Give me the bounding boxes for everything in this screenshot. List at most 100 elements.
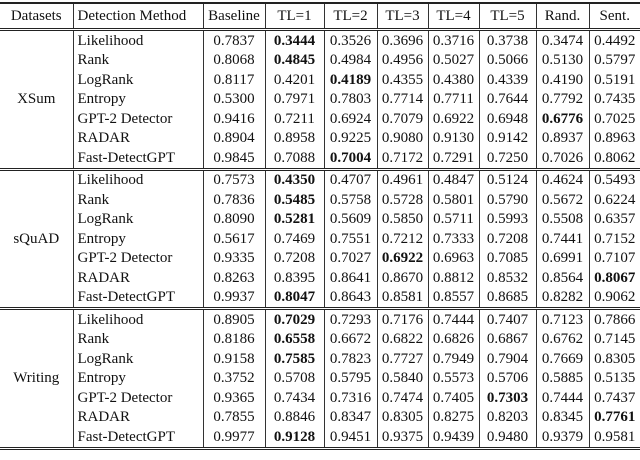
score-cell: 0.9439 — [427, 427, 479, 448]
score-cell: 0.5508 — [535, 209, 589, 229]
score-cell: 0.7123 — [535, 308, 589, 330]
method-name: GPT-2 Detector — [72, 388, 203, 408]
column-header: TL=4 — [427, 3, 479, 30]
method-name: GPT-2 Detector — [72, 109, 203, 129]
table-row: GPT-2 Detector 0.9365 0.7434 0.7316 0.7474 0.… — [0, 388, 640, 408]
score-cell: 0.5801 — [427, 190, 479, 210]
score-cell: 0.7088 — [264, 148, 324, 169]
score-cell: 0.6924 — [323, 109, 377, 129]
method-name: RADAR — [72, 268, 203, 288]
score-cell: 0.7971 — [264, 89, 324, 109]
score-cell: 0.9335 — [202, 248, 265, 268]
dataset-group: XSum Likelihood 0.7837 0.3444 0.3526 0.3696 0.… — [0, 29, 640, 169]
dataset-label: Writing — [13, 370, 60, 387]
score-cell: 0.8203 — [478, 407, 536, 427]
dataset-label: XSum — [17, 91, 56, 108]
score-cell: 0.9130 — [427, 128, 479, 148]
column-header: Detection Method — [72, 3, 203, 30]
score-cell: 0.6776 — [535, 109, 589, 129]
table-row: Rank 0.8186 0.6558 0.6672 0.6822 0.6826 0.6867… — [0, 329, 640, 349]
score-cell: 0.4339 — [478, 70, 536, 90]
score-cell: 0.5609 — [323, 209, 377, 229]
table-row: Rank 0.7836 0.5485 0.5758 0.5728 0.5801 0.5790… — [0, 190, 640, 210]
score-cell: 0.5885 — [535, 368, 589, 388]
method-name: LogRank — [72, 70, 203, 90]
method-name: Likelihood — [72, 29, 203, 51]
score-cell: 0.8305 — [588, 349, 640, 369]
column-header: Datasets — [10, 7, 62, 24]
table-row: Entropy 0.5300 0.7971 0.7803 0.7714 0.7711 0.7… — [0, 89, 640, 109]
score-cell: 0.7211 — [264, 109, 324, 129]
score-cell: 0.5993 — [478, 209, 536, 229]
score-cell: 0.5728 — [376, 190, 428, 210]
score-cell: 0.3696 — [376, 29, 428, 51]
score-cell: 0.8958 — [264, 128, 324, 148]
score-cell: 0.9128 — [264, 427, 324, 448]
score-cell: 0.5281 — [264, 209, 324, 229]
score-cell: 0.6963 — [427, 248, 479, 268]
score-cell: 0.7316 — [323, 388, 377, 408]
score-cell: 0.5027 — [427, 50, 479, 70]
score-cell: 0.8846 — [264, 407, 324, 427]
score-cell: 0.4845 — [264, 50, 324, 70]
method-name: Entropy — [72, 229, 203, 249]
method-name: LogRank — [72, 349, 203, 369]
score-cell: 0.6822 — [376, 329, 428, 349]
score-cell: 0.9080 — [376, 128, 428, 148]
score-cell: 0.8532 — [478, 268, 536, 288]
score-cell: 0.7551 — [323, 229, 377, 249]
score-cell: 0.8685 — [478, 287, 536, 309]
score-cell: 0.7029 — [264, 308, 324, 330]
score-cell: 0.7437 — [588, 388, 640, 408]
score-cell: 0.5790 — [478, 190, 536, 210]
score-cell: 0.5135 — [588, 368, 640, 388]
score-cell: 0.7172 — [376, 148, 428, 169]
table-row: LogRank 0.8117 0.4201 0.4189 0.4355 0.4380 0.4… — [0, 70, 640, 90]
score-cell: 0.9937 — [202, 287, 265, 309]
score-cell: 0.9142 — [478, 128, 536, 148]
score-cell: 0.7333 — [427, 229, 479, 249]
results-table: Datasets Detection Method Baseline TL=1 TL=2… — [0, 2, 640, 450]
score-cell: 0.7079 — [376, 109, 428, 129]
method-name: Rank — [72, 190, 203, 210]
score-cell: 0.5708 — [264, 368, 324, 388]
score-cell: 0.8641 — [323, 268, 377, 288]
score-cell: 0.6867 — [478, 329, 536, 349]
method-name: Likelihood — [72, 169, 203, 190]
score-cell: 0.3526 — [323, 29, 377, 51]
score-cell: 0.7444 — [535, 388, 589, 408]
score-cell: 0.7573 — [202, 169, 265, 190]
column-header: Baseline — [202, 3, 265, 30]
score-cell: 0.7714 — [376, 89, 428, 109]
table-row: XSum Likelihood 0.7837 0.3444 0.3526 0.3696 0.… — [0, 29, 640, 107]
method-name: RADAR — [72, 128, 203, 148]
score-cell: 0.6991 — [535, 248, 589, 268]
score-cell: 0.4492 — [588, 29, 640, 51]
score-cell: 0.7026 — [535, 148, 589, 169]
table-row: Fast-DetectGPT 0.9977 0.9128 0.9451 0.9375 0.… — [0, 427, 640, 448]
column-header: TL=1 — [264, 3, 324, 30]
score-cell: 0.6922 — [427, 109, 479, 129]
score-cell: 0.9225 — [323, 128, 377, 148]
score-cell: 0.7669 — [535, 349, 589, 369]
score-cell: 0.7866 — [588, 308, 640, 330]
score-cell: 0.5300 — [202, 89, 265, 109]
score-cell: 0.4201 — [264, 70, 324, 90]
score-cell: 0.3752 — [202, 368, 265, 388]
method-name: Entropy — [72, 89, 203, 109]
score-cell: 0.5493 — [588, 169, 640, 190]
score-cell: 0.7836 — [202, 190, 265, 210]
score-cell: 0.8937 — [535, 128, 589, 148]
score-cell: 0.8347 — [323, 407, 377, 427]
method-name: LogRank — [72, 209, 203, 229]
score-cell: 0.3738 — [478, 29, 536, 51]
score-cell: 0.5573 — [427, 368, 479, 388]
score-cell: 0.7585 — [264, 349, 324, 369]
score-cell: 0.4189 — [323, 70, 377, 90]
score-cell: 0.7004 — [323, 148, 377, 169]
score-cell: 0.5485 — [264, 190, 324, 210]
score-cell: 0.8345 — [535, 407, 589, 427]
method-name: Fast-DetectGPT — [72, 148, 203, 169]
method-name: Rank — [72, 50, 203, 70]
score-cell: 0.8963 — [588, 128, 640, 148]
